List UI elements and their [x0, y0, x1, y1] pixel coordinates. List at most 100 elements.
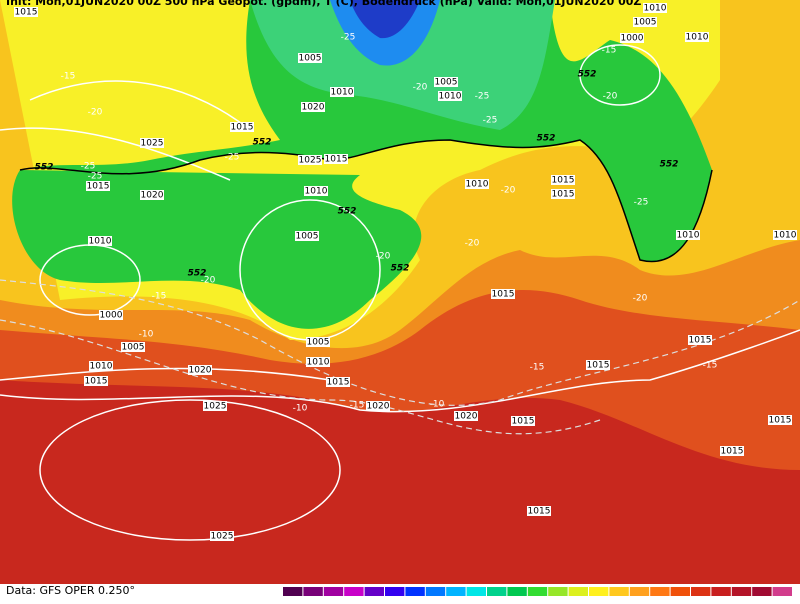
colorbar-swatch	[466, 587, 486, 596]
isobar-label: 1015	[721, 447, 744, 457]
isobar-label: 1010	[774, 231, 797, 241]
isobar-label: 1015	[552, 176, 575, 186]
isobar-label-box	[720, 446, 744, 456]
colorbar-swatch	[487, 587, 507, 596]
header-title: Init: Mon,01JUN2020 00Z 500 hPa Geopot. …	[6, 0, 641, 8]
geopotential-label: 552	[253, 138, 272, 148]
colorbar-swatch	[711, 587, 731, 596]
isobar-label: 1010	[90, 362, 113, 372]
isobar-label-box	[298, 53, 322, 63]
temperature-label: -10	[293, 404, 308, 414]
colorbar-swatch	[589, 587, 609, 596]
isobar-label-box	[434, 77, 458, 87]
isobar-label-box	[86, 181, 110, 191]
geopotential-552-line	[19, 139, 713, 263]
colorbar-swatch	[548, 587, 568, 596]
isobar-label-box	[633, 17, 657, 27]
temperature-label: -20	[465, 239, 480, 249]
isobar-label-box	[551, 175, 575, 185]
isobar-label-box	[88, 236, 112, 246]
isobar-label-box	[438, 91, 462, 101]
temperature-label: -20	[603, 92, 618, 102]
colorbar-swatch	[691, 587, 711, 596]
isobars	[0, 44, 800, 541]
isobar-label-box	[620, 33, 644, 43]
temperature-label: -25	[81, 162, 96, 172]
geopotential-label: 552	[537, 134, 556, 144]
isobar-label-box	[688, 335, 712, 345]
colorbar-swatch	[323, 587, 344, 596]
isobar-label: 1015	[492, 290, 515, 300]
isobar-label: 1015	[528, 507, 551, 517]
temperature-label: -20	[633, 294, 648, 304]
isobar-label-box	[326, 377, 350, 387]
isobar-label: 1025	[299, 156, 322, 166]
isobar-label: 1010	[439, 92, 462, 102]
temperature-label: -15	[530, 363, 545, 373]
temperature-label: -10	[139, 330, 154, 340]
isobar-label: 1015	[231, 123, 254, 133]
colorbar-swatch	[609, 587, 629, 596]
isobar-label-box	[685, 32, 709, 42]
isobar-label: 1015	[689, 336, 712, 346]
isobar-label: 1010	[305, 187, 328, 197]
isobar-label-box	[527, 506, 551, 516]
isobar-label: 1005	[307, 338, 330, 348]
colorbar-swatch	[405, 587, 425, 596]
footer-source: Data: GFS OPER 0.250°	[6, 584, 135, 597]
isobar-label: 1020	[141, 191, 164, 201]
isobar-label-box	[586, 360, 610, 370]
isobar-label-box	[643, 3, 667, 13]
isobar-label: 1025	[141, 139, 164, 149]
temperature-label: -25	[483, 116, 498, 126]
isobar-label: 1020	[302, 103, 325, 113]
colorbar	[283, 587, 792, 596]
field-teal	[250, 0, 555, 130]
isobar-label-box	[210, 531, 234, 541]
colorbar-swatch	[507, 587, 527, 596]
isobar-label-box	[203, 401, 227, 411]
isobar-label: 1010	[686, 33, 709, 43]
temperature-label: -25	[88, 172, 103, 182]
isobar-label-box	[295, 231, 319, 241]
isobar-label: 1010	[677, 231, 700, 241]
colorbar-swatch	[772, 587, 792, 596]
geopotential-label: 552	[660, 160, 679, 170]
isobar-label: 1005	[296, 232, 319, 242]
isobar-label-box	[330, 87, 354, 97]
isobar-label-box	[304, 186, 328, 196]
temperature-label: -25	[341, 33, 356, 43]
colorbar-swatch	[425, 587, 446, 596]
isobar-label-box	[301, 102, 325, 112]
isobar-label: 1015	[512, 417, 535, 427]
isobar-label: 1015	[87, 182, 110, 192]
isobar-label-box	[366, 401, 390, 411]
isobar-label: 1000	[621, 34, 644, 44]
isobar-label-box	[306, 337, 330, 347]
isobar-label: 1015	[552, 190, 575, 200]
isobar-label-box	[491, 289, 515, 299]
geopotential-label: 552	[35, 163, 54, 173]
isobar-label: 1000	[100, 311, 123, 321]
colorbar-swatch	[568, 587, 588, 596]
isobar-label-box	[768, 415, 792, 425]
isobar-label-box	[454, 411, 478, 421]
temperature-label: -25	[225, 153, 240, 163]
temperature-label: -15	[61, 72, 76, 82]
isobar-label-box	[298, 155, 322, 165]
colorbar-swatch	[303, 587, 323, 596]
geopotential-label: 552	[578, 70, 597, 80]
colorbar-swatch	[344, 587, 364, 596]
isobar-label: 1005	[634, 18, 657, 28]
isobar-label: 1015	[85, 377, 108, 387]
temperature-label: -20	[413, 83, 428, 93]
isobar-label-box	[230, 122, 254, 132]
isobar-label-box	[773, 230, 797, 240]
isobar-label-box	[306, 357, 330, 367]
isobar-label-box	[676, 230, 700, 240]
isobar-label-box	[89, 361, 113, 371]
isobar-label: 1010	[466, 180, 489, 190]
field-dark-blue	[350, 0, 420, 39]
isobar-label-box	[324, 154, 348, 164]
isobar-label-box	[465, 179, 489, 189]
